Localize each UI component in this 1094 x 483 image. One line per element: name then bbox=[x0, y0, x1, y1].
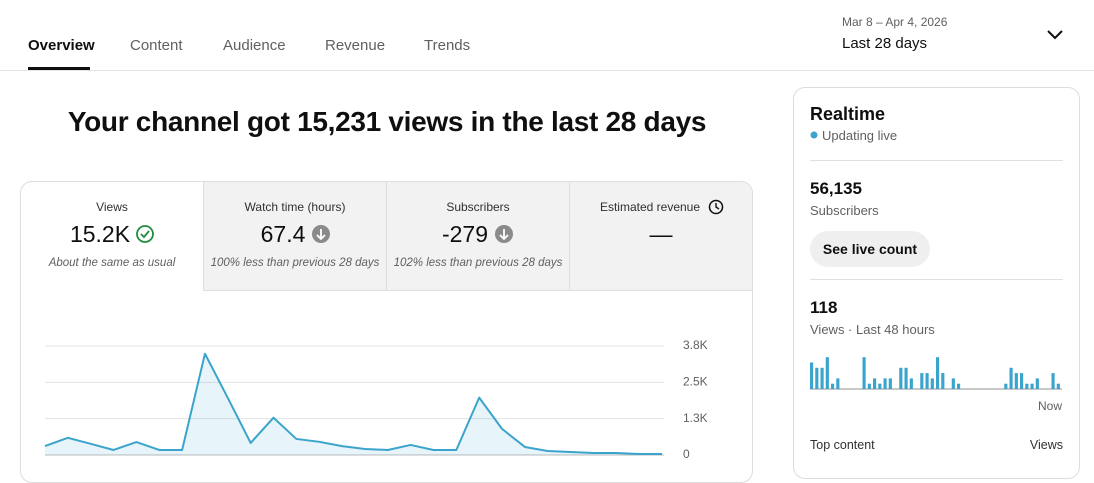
bar bbox=[1030, 383, 1034, 389]
bar bbox=[920, 373, 924, 389]
metric-value: 67.4 bbox=[260, 221, 306, 247]
y-tick-label: 0 bbox=[683, 447, 690, 461]
bar bbox=[1004, 383, 1008, 389]
page: Channel analytics {"tabs": ["Overview", … bbox=[0, 15, 1094, 483]
y-tick-label: 1.3K bbox=[683, 411, 708, 425]
bar bbox=[873, 378, 877, 389]
metric-label: Views bbox=[96, 200, 128, 214]
top-content-label: Top content bbox=[810, 438, 875, 452]
bar bbox=[936, 357, 940, 389]
views-count: 118 bbox=[810, 298, 838, 317]
subscriber-count: 56,135 bbox=[810, 179, 862, 198]
metric-value: -279 bbox=[441, 221, 489, 247]
tab[interactable]: Overview bbox=[28, 37, 95, 54]
top-content-column: Views bbox=[1029, 438, 1063, 452]
chart-layer: 0 1.3K 2.5K 3.8K Now bbox=[44, 131, 1062, 461]
divider bbox=[810, 279, 1063, 280]
bar bbox=[815, 367, 819, 389]
realtime-status: Updating live bbox=[822, 128, 898, 143]
bar bbox=[1009, 367, 1013, 389]
bar bbox=[831, 383, 835, 389]
bar bbox=[1035, 378, 1039, 389]
check-icon bbox=[136, 225, 154, 243]
header-border bbox=[0, 70, 1094, 71]
live-count-button[interactable]: See live count bbox=[810, 231, 930, 267]
bar bbox=[1014, 373, 1018, 389]
subscriber-label: Subscribers bbox=[810, 203, 879, 218]
tab[interactable]: Audience bbox=[223, 37, 286, 54]
divider bbox=[810, 160, 1063, 161]
bar bbox=[888, 378, 892, 389]
bar bbox=[904, 367, 908, 389]
metric-tab[interactable] bbox=[386, 182, 570, 291]
bar bbox=[883, 378, 887, 389]
views-label: Views · Last 48 hours bbox=[810, 322, 935, 337]
clock-icon bbox=[708, 199, 724, 215]
bar bbox=[957, 383, 961, 389]
realtime-title: Realtime bbox=[810, 104, 886, 124]
bar bbox=[867, 383, 871, 389]
y-tick-label: 3.8K bbox=[683, 338, 708, 352]
metric-note: About the same as usual bbox=[48, 257, 176, 269]
metrics-card bbox=[20, 181, 753, 483]
check-icon bbox=[140, 230, 150, 239]
metric-tab[interactable] bbox=[203, 182, 387, 291]
dropdown-icon[interactable] bbox=[1046, 28, 1064, 42]
area bbox=[45, 353, 662, 455]
tab-underline bbox=[28, 67, 90, 70]
down-icon bbox=[499, 229, 509, 241]
bar bbox=[825, 357, 829, 389]
metric-label: Watch time (hours) bbox=[244, 200, 346, 214]
date-range[interactable]: Mar 8 – Apr 4, 2026 bbox=[842, 15, 948, 29]
tab[interactable]: Content bbox=[130, 37, 183, 54]
metric-value: — bbox=[649, 221, 673, 247]
bar bbox=[820, 367, 824, 389]
metric-label: Estimated revenue bbox=[599, 200, 701, 214]
metric-note: 102% less than previous 28 days bbox=[393, 257, 563, 269]
bar bbox=[951, 378, 955, 389]
metric-tab[interactable] bbox=[569, 182, 752, 291]
x-tick-label: Now bbox=[1038, 399, 1062, 413]
bar bbox=[941, 373, 945, 389]
bar bbox=[836, 378, 840, 389]
y-tick-label: 2.5K bbox=[683, 375, 708, 389]
bar bbox=[1025, 383, 1029, 389]
bar bbox=[1020, 373, 1024, 389]
bar bbox=[899, 367, 903, 389]
body: Overview Content Audience Revenue Trends… bbox=[0, 15, 1094, 483]
line bbox=[44, 352, 662, 455]
bar bbox=[930, 378, 934, 389]
headline: Your channel got 15,231 views in the las… bbox=[67, 106, 707, 137]
date-period[interactable]: Last 28 days bbox=[842, 35, 928, 52]
down-icon bbox=[316, 229, 326, 241]
metric-label: Subscribers bbox=[446, 200, 510, 214]
bar bbox=[1051, 373, 1055, 389]
bar bbox=[878, 383, 882, 389]
bar bbox=[862, 357, 866, 389]
tab[interactable]: Trends bbox=[424, 37, 471, 54]
tab[interactable]: Revenue bbox=[325, 37, 386, 54]
metric-value: 15.2K bbox=[69, 221, 131, 247]
bar bbox=[909, 378, 913, 389]
bar bbox=[1056, 383, 1060, 389]
bar bbox=[925, 373, 929, 389]
bar bbox=[810, 362, 814, 389]
live-dot bbox=[810, 131, 818, 139]
metric-note: 100% less than previous 28 days bbox=[210, 257, 380, 269]
clock-icon bbox=[715, 203, 720, 210]
